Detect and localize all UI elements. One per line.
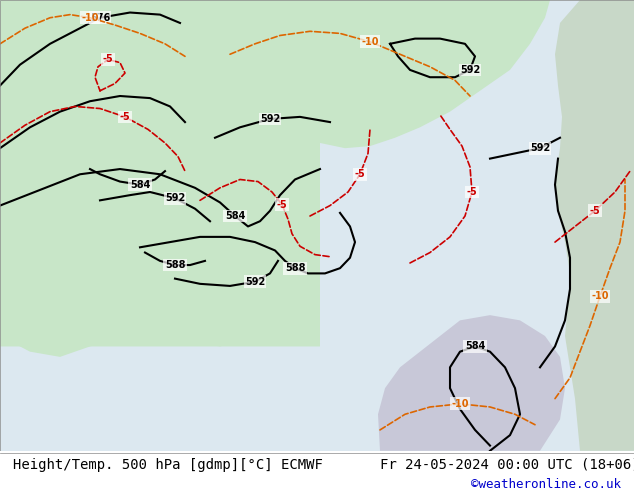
Text: -5: -5 <box>276 199 287 210</box>
Polygon shape <box>230 0 550 148</box>
Text: 592: 592 <box>260 114 280 124</box>
Text: -5: -5 <box>120 112 131 122</box>
Text: 584: 584 <box>225 211 245 221</box>
FancyBboxPatch shape <box>0 0 320 346</box>
Text: 576: 576 <box>90 13 110 23</box>
Text: 584: 584 <box>465 342 485 351</box>
Text: 592: 592 <box>165 193 185 203</box>
Text: 584: 584 <box>130 180 150 190</box>
Text: Height/Temp. 500 hPa [gdmp][°C] ECMWF: Height/Temp. 500 hPa [gdmp][°C] ECMWF <box>13 458 323 471</box>
Text: -10: -10 <box>81 13 99 23</box>
Text: -5: -5 <box>354 169 365 179</box>
Text: -5: -5 <box>103 54 113 65</box>
Text: -10: -10 <box>451 399 469 409</box>
Text: -5: -5 <box>467 187 477 197</box>
Text: 592: 592 <box>245 277 265 287</box>
Polygon shape <box>0 0 275 357</box>
Text: -10: -10 <box>361 37 378 47</box>
Text: 588: 588 <box>165 260 185 270</box>
Polygon shape <box>378 315 565 451</box>
Polygon shape <box>265 200 320 252</box>
Text: 592: 592 <box>530 143 550 153</box>
Text: -10: -10 <box>592 292 609 301</box>
Text: ©weatheronline.co.uk: ©weatheronline.co.uk <box>471 478 621 490</box>
Text: -5: -5 <box>590 206 600 216</box>
Polygon shape <box>555 0 634 451</box>
Text: Fr 24-05-2024 00:00 UTC (18+06): Fr 24-05-2024 00:00 UTC (18+06) <box>380 458 634 471</box>
Text: 588: 588 <box>285 263 305 273</box>
Text: 592: 592 <box>460 65 480 75</box>
